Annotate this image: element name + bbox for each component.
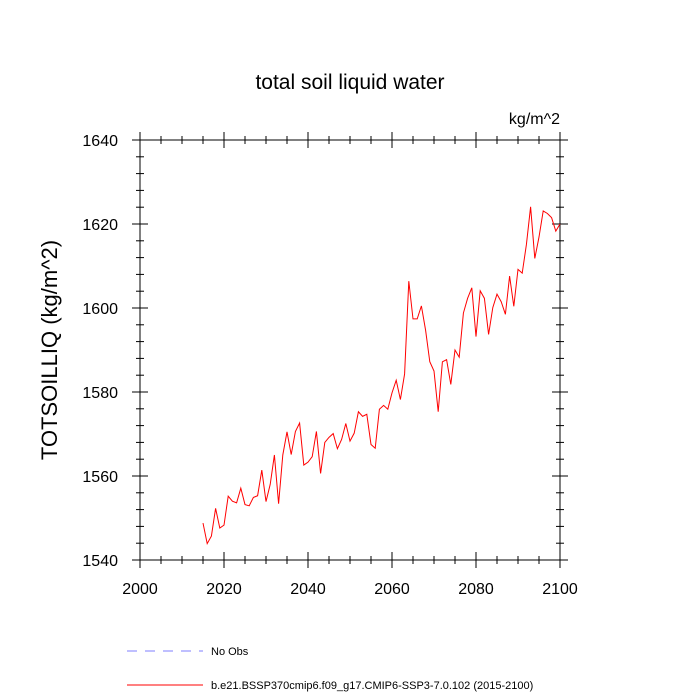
- y-tick-label: 1620: [82, 217, 118, 234]
- y-axis-label: TOTSOILLIQ (kg/m^2): [37, 240, 62, 460]
- x-tick-label: 2060: [374, 581, 410, 598]
- series-line: [202, 206, 561, 546]
- plot-frame: [139, 139, 561, 561]
- x-tick-label: 2000: [122, 581, 158, 598]
- y-tick-label: 1640: [82, 133, 118, 150]
- y-tick-label: 1600: [82, 301, 118, 318]
- y-tick-label: 1540: [82, 553, 118, 570]
- x-tick-label: 2040: [290, 581, 326, 598]
- x-tick-label: 2020: [206, 581, 242, 598]
- x-tick-label: 2100: [542, 581, 578, 598]
- x-tick-label: 2080: [458, 581, 494, 598]
- y-tick-label: 1560: [82, 469, 118, 486]
- legend: No Obs b.e21.BSSP370cmip6.f09_g17.CMIP6-…: [127, 646, 533, 692]
- axis-tick-labels: 2000 2020 2040 2060 2080 2100 1540 1560 1580 1600…: [82, 133, 577, 598]
- axis-ticks: [132, 132, 568, 568]
- units-label: kg/m^2: [509, 111, 560, 128]
- legend-label-series: b.e21.BSSP370cmip6.f09_g17.CMIP6-SSP3-7.…: [211, 680, 533, 692]
- chart-title: total soil liquid water: [255, 71, 444, 94]
- legend-label-no-obs: No Obs: [211, 646, 249, 658]
- y-tick-label: 1580: [82, 385, 118, 402]
